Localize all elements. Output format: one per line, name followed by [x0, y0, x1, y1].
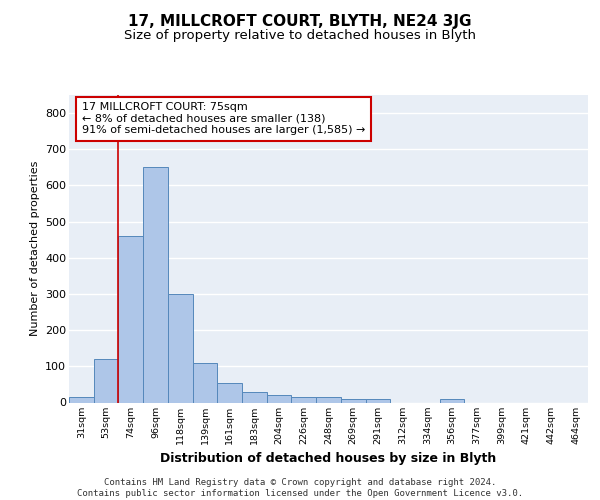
Bar	[193, 362, 217, 403]
Bar	[316, 397, 341, 402]
Text: Size of property relative to detached houses in Blyth: Size of property relative to detached ho…	[124, 29, 476, 42]
Bar	[168, 294, 193, 403]
Bar	[341, 399, 365, 402]
Bar	[292, 397, 316, 402]
Text: 17, MILLCROFT COURT, BLYTH, NE24 3JG: 17, MILLCROFT COURT, BLYTH, NE24 3JG	[128, 14, 472, 29]
Bar	[242, 392, 267, 402]
Y-axis label: Number of detached properties: Number of detached properties	[29, 161, 40, 336]
Bar	[440, 399, 464, 402]
X-axis label: Distribution of detached houses by size in Blyth: Distribution of detached houses by size …	[160, 452, 497, 465]
Bar	[94, 359, 118, 403]
Text: 17 MILLCROFT COURT: 75sqm
← 8% of detached houses are smaller (138)
91% of semi-: 17 MILLCROFT COURT: 75sqm ← 8% of detach…	[82, 102, 365, 136]
Text: Contains HM Land Registry data © Crown copyright and database right 2024.
Contai: Contains HM Land Registry data © Crown c…	[77, 478, 523, 498]
Bar	[365, 399, 390, 402]
Bar	[217, 382, 242, 402]
Bar	[267, 396, 292, 402]
Bar	[143, 168, 168, 402]
Bar	[69, 397, 94, 402]
Bar	[118, 236, 143, 402]
